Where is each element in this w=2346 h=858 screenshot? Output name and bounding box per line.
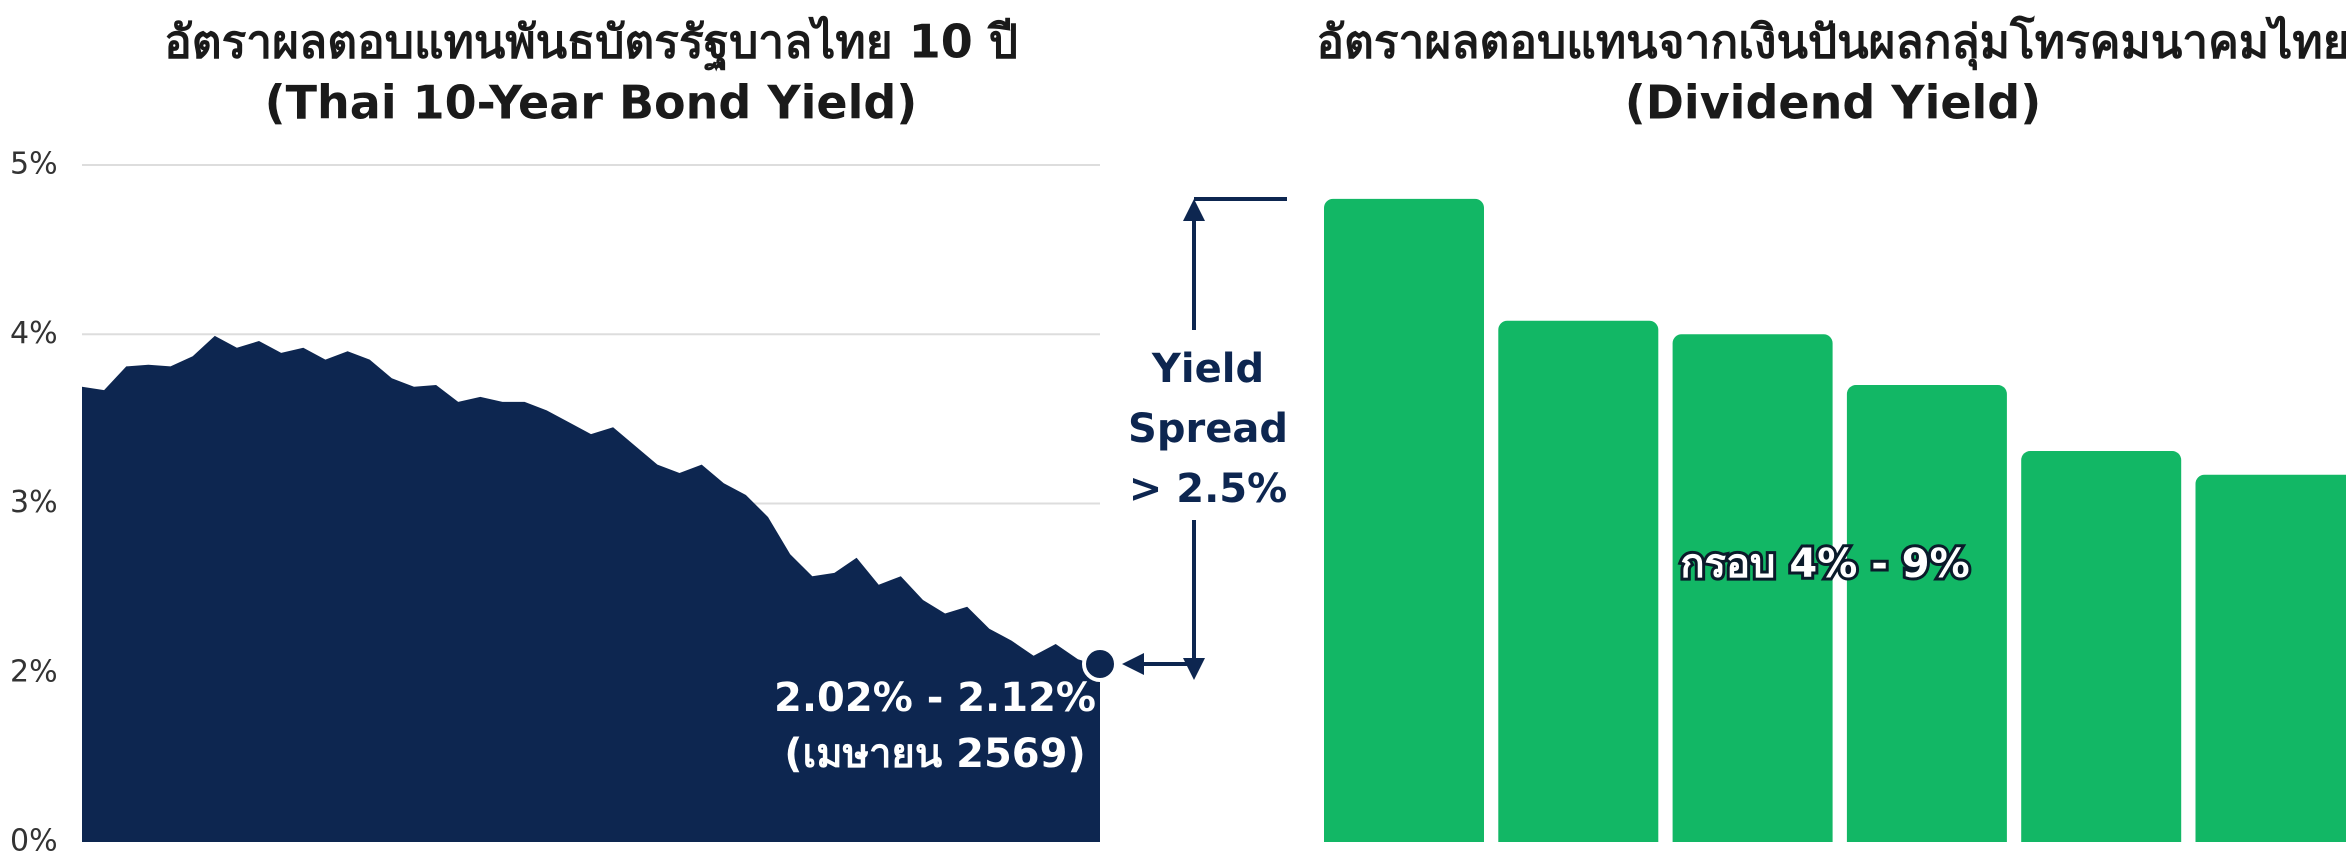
arrow-head: [1183, 199, 1205, 221]
y-tick-label: 0%: [10, 824, 58, 858]
annotation: กรอบ 4% - 9%: [1680, 541, 1969, 587]
chart-subtitle: (Dividend Yield): [1625, 76, 2042, 130]
area: [82, 335, 1100, 842]
baseline-cover: [1300, 842, 2346, 858]
chart-subtitle: (Thai 10-Year Bond Yield): [265, 76, 918, 130]
spread-label: Yield: [1151, 346, 1264, 392]
arrow-head: [1183, 657, 1205, 680]
annotation: 2.02% - 2.12%: [774, 675, 1096, 721]
bar: [1846, 385, 2007, 854]
y-tick-label: 3%: [10, 485, 58, 520]
spread-label: Spread: [1128, 406, 1288, 452]
y-tick-label: 4%: [10, 316, 58, 351]
bar: [1498, 320, 1659, 855]
spread-label: > 2.5%: [1129, 466, 1287, 512]
y-tick-label: 2%: [10, 654, 58, 689]
chart-title: อัตราผลตอบแทนจากเงินปันผลกลุ่มโทรคมนาคมไ…: [1316, 15, 2346, 71]
bar: [2021, 451, 2182, 854]
annotation: (เมษายน 2569): [784, 731, 1085, 777]
y-tick-label: 5%: [10, 147, 58, 182]
arrow-head: [1122, 652, 1144, 675]
bar: [1324, 198, 1484, 855]
bar: [1672, 334, 1833, 854]
bar: [2195, 474, 2346, 854]
chart-title: อัตราผลตอบแทนพันธบัตรรัฐบาลไทย 10 ปี: [164, 15, 1018, 72]
end-marker: [1082, 645, 1118, 682]
